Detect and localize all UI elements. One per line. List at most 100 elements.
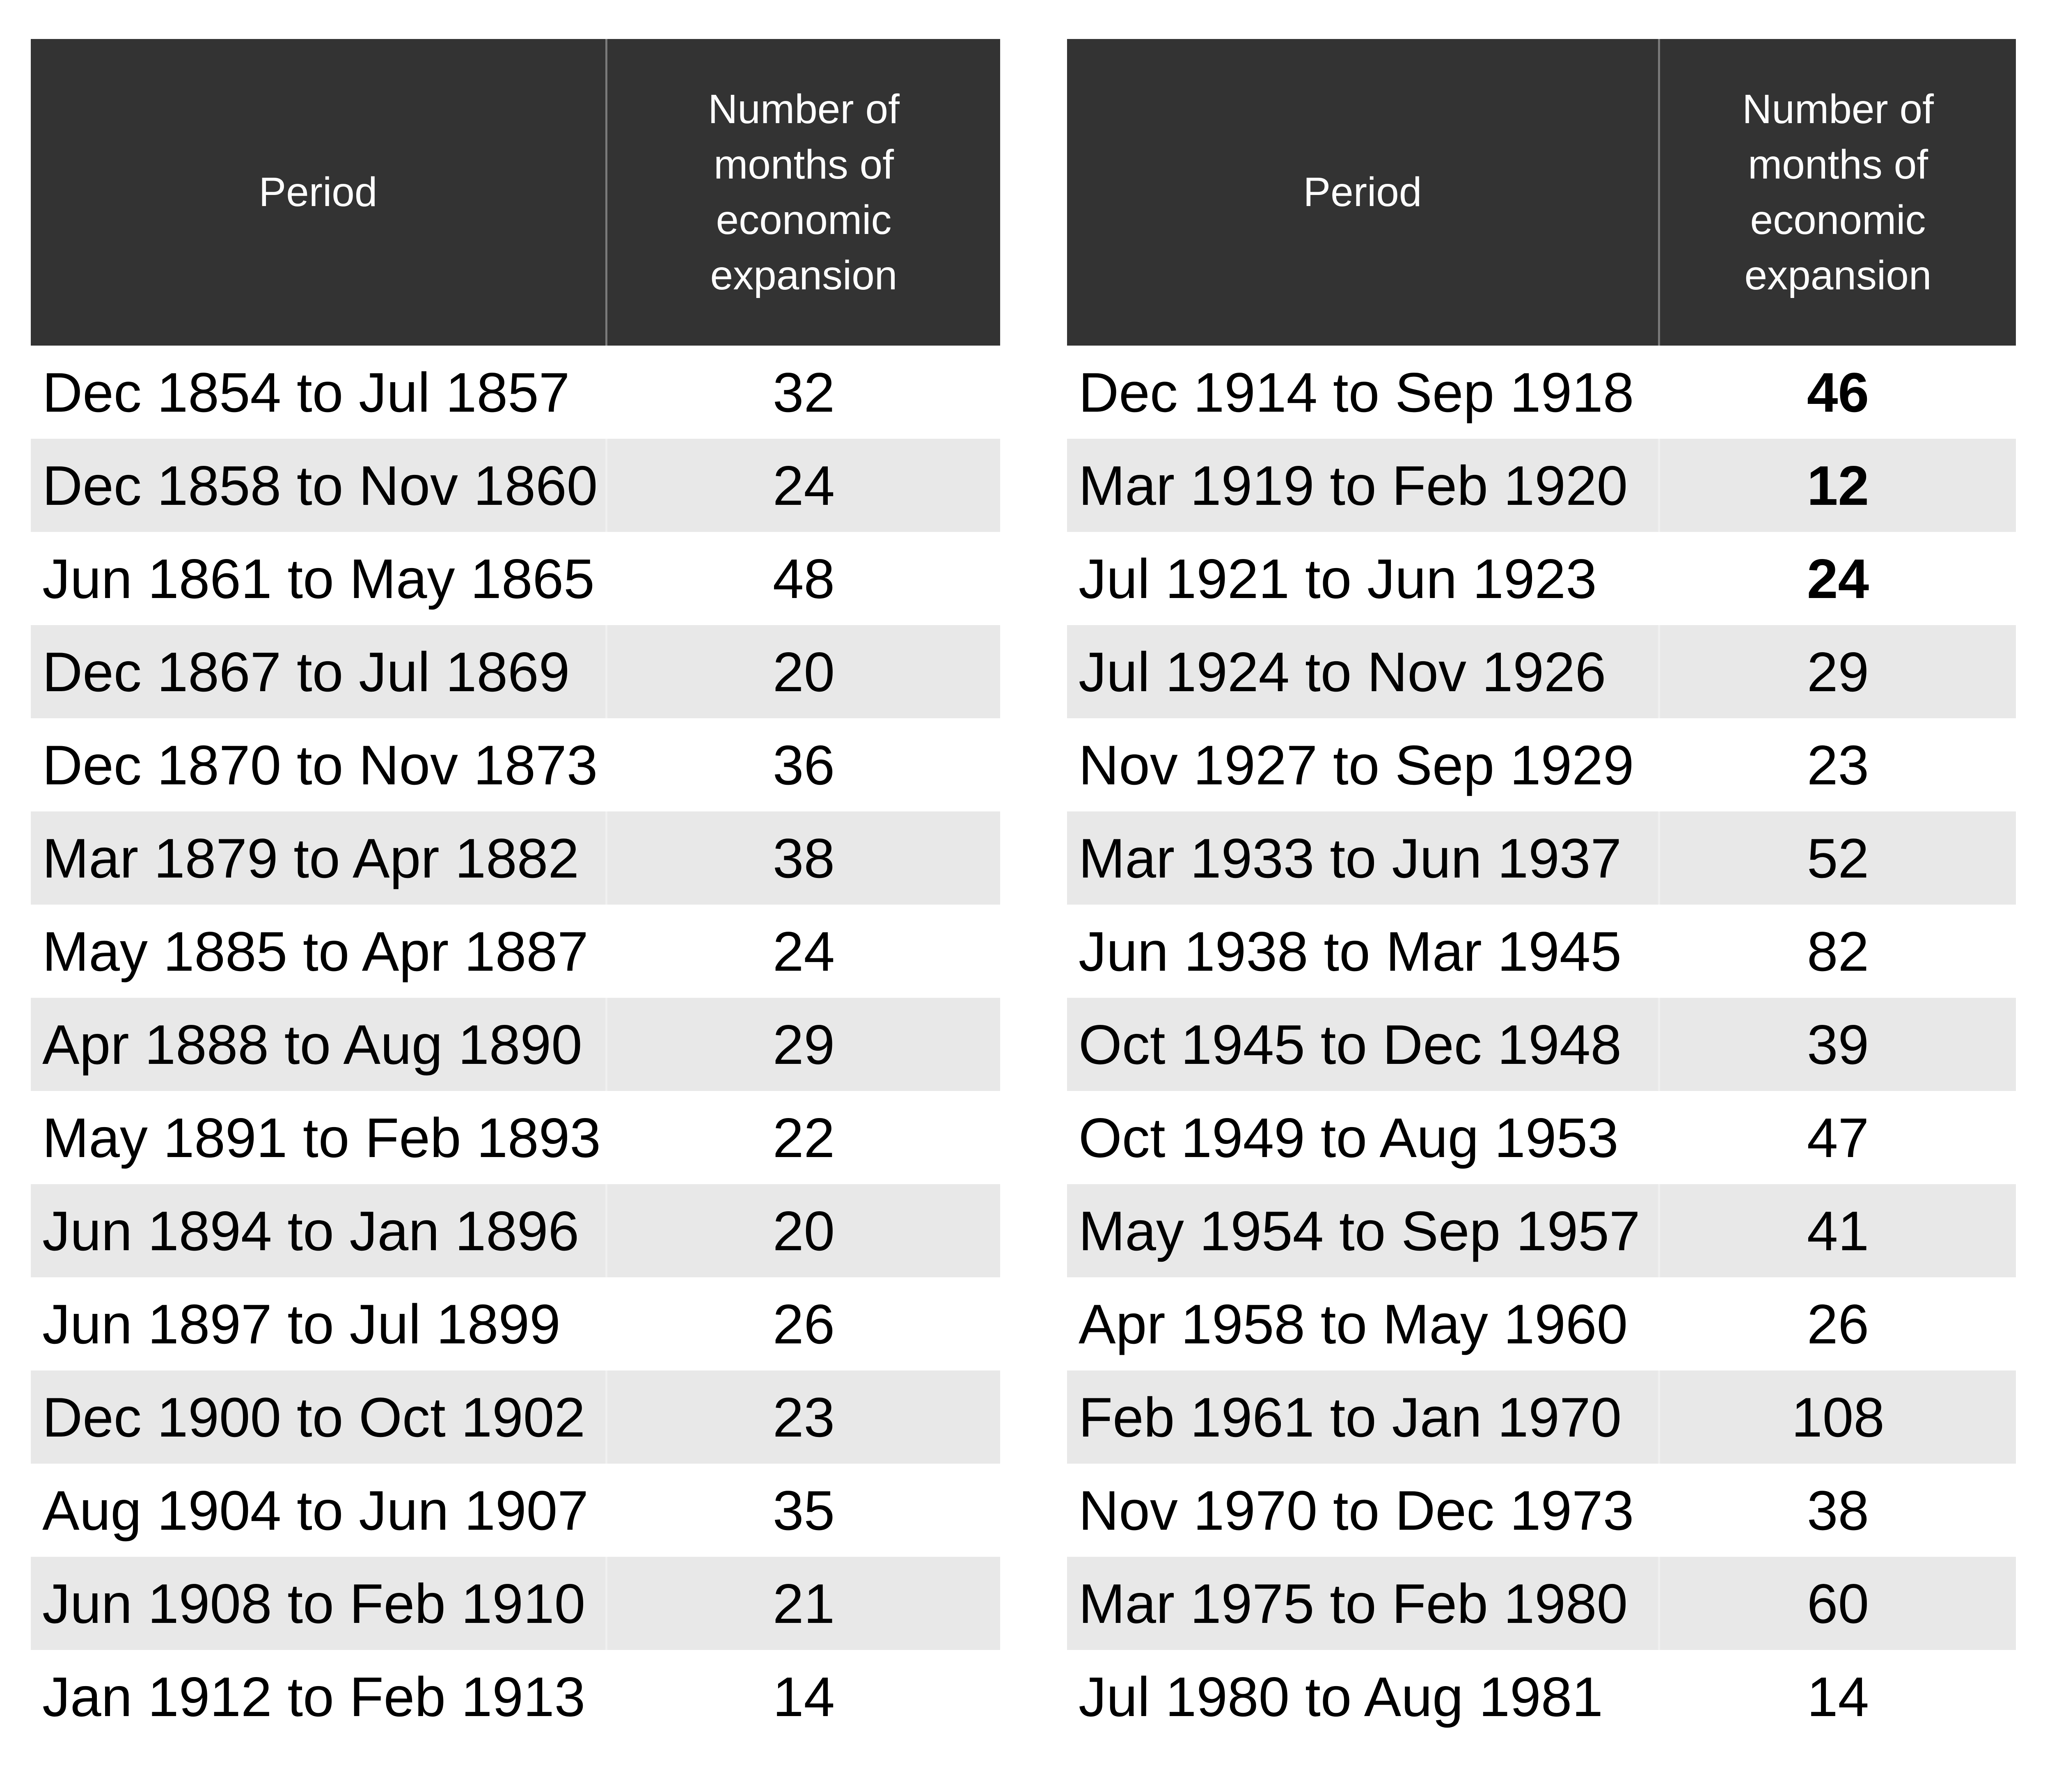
table-row: Jul 1980 to Aug 1981 14 xyxy=(1067,1650,2016,1743)
expansion-table-1914-1981: Period Number of months of economic expa… xyxy=(1067,39,2016,1743)
months-cell: 36 xyxy=(605,718,1000,811)
period-cell: Nov 1970 to Dec 1973 xyxy=(1079,1479,1634,1542)
table-row: Dec 1914 to Sep 1918 46 xyxy=(1067,346,2016,439)
period-cell: Feb 1961 to Jan 1970 xyxy=(1079,1386,1622,1448)
period-cell: Mar 1919 to Feb 1920 xyxy=(1079,454,1628,517)
period-cell: Jun 1908 to Feb 1910 xyxy=(42,1572,586,1635)
months-cell: 23 xyxy=(1658,718,2016,811)
table-row: Oct 1945 to Dec 1948 39 xyxy=(1067,998,2016,1091)
table-row: May 1954 to Sep 1957 41 xyxy=(1067,1184,2016,1277)
table-row: Jun 1908 to Feb 1910 21 xyxy=(31,1557,1000,1650)
period-cell: Jun 1894 to Jan 1896 xyxy=(42,1199,579,1262)
period-cell: Dec 1900 to Oct 1902 xyxy=(42,1386,586,1448)
months-cell: 29 xyxy=(605,998,1000,1091)
table-row: Nov 1927 to Sep 1929 23 xyxy=(1067,718,2016,811)
months-cell: 24 xyxy=(605,439,1000,532)
table-row: Dec 1870 to Nov 1873 36 xyxy=(31,718,1000,811)
table-row: Dec 1867 to Jul 1869 20 xyxy=(31,625,1000,718)
months-cell: 35 xyxy=(605,1464,1000,1557)
months-cell: 22 xyxy=(605,1091,1000,1184)
months-cell: 38 xyxy=(1658,1464,2016,1557)
period-cell: May 1891 to Feb 1893 xyxy=(42,1106,601,1169)
months-cell: 12 xyxy=(1658,439,2016,532)
table-row: Apr 1888 to Aug 1890 29 xyxy=(31,998,1000,1091)
period-cell: Mar 1879 to Apr 1882 xyxy=(42,827,579,889)
months-cell: 108 xyxy=(1658,1370,2016,1464)
months-cell: 48 xyxy=(605,532,1000,625)
table-row: Mar 1933 to Jun 1937 52 xyxy=(1067,811,2016,905)
period-cell: Oct 1945 to Dec 1948 xyxy=(1079,1013,1622,1076)
months-cell: 14 xyxy=(1658,1650,2016,1743)
period-cell: Jul 1924 to Nov 1926 xyxy=(1079,640,1606,703)
table-row: Mar 1975 to Feb 1980 60 xyxy=(1067,1557,2016,1650)
period-cell: Apr 1888 to Aug 1890 xyxy=(42,1013,582,1076)
period-cell: Oct 1949 to Aug 1953 xyxy=(1079,1106,1619,1169)
months-cell: 20 xyxy=(605,625,1000,718)
table-row: Feb 1961 to Jan 1970 108 xyxy=(1067,1370,2016,1464)
table-row: Dec 1854 to Jul 1857 32 xyxy=(31,346,1000,439)
table-row: Jan 1912 to Feb 1913 14 xyxy=(31,1650,1000,1743)
table-row: Jun 1897 to Jul 1899 26 xyxy=(31,1277,1000,1370)
months-header-label: Number of months of economic expansion xyxy=(708,86,900,298)
period-cell: Jun 1861 to May 1865 xyxy=(42,547,595,610)
months-cell: 24 xyxy=(1658,532,2016,625)
period-header-label: Period xyxy=(259,169,378,215)
period-cell: Apr 1958 to May 1960 xyxy=(1079,1292,1628,1355)
period-cell: Jan 1912 to Feb 1913 xyxy=(42,1665,586,1728)
months-cell: 52 xyxy=(1658,811,2016,905)
months-cell: 46 xyxy=(1658,346,2016,439)
months-column-header: Number of months of economic expansion xyxy=(1658,39,2016,346)
months-cell: 23 xyxy=(605,1370,1000,1464)
months-cell: 38 xyxy=(605,811,1000,905)
table-header: Period Number of months of economic expa… xyxy=(1067,39,2016,346)
months-cell: 29 xyxy=(1658,625,2016,718)
period-cell: Dec 1854 to Jul 1857 xyxy=(42,361,570,424)
table-row: Mar 1879 to Apr 1882 38 xyxy=(31,811,1000,905)
table-row: Mar 1919 to Feb 1920 12 xyxy=(1067,439,2016,532)
table-row: Jun 1861 to May 1865 48 xyxy=(31,532,1000,625)
period-cell: Dec 1858 to Nov 1860 xyxy=(42,454,598,517)
period-cell: Jun 1897 to Jul 1899 xyxy=(42,1292,561,1355)
months-cell: 39 xyxy=(1658,998,2016,1091)
table-row: Aug 1904 to Jun 1907 35 xyxy=(31,1464,1000,1557)
table-row: Jun 1938 to Mar 1945 82 xyxy=(1067,905,2016,998)
table-row: Nov 1970 to Dec 1973 38 xyxy=(1067,1464,2016,1557)
period-cell: Jun 1938 to Mar 1945 xyxy=(1079,920,1622,983)
period-cell: Dec 1870 to Nov 1873 xyxy=(42,733,598,796)
table-row: May 1891 to Feb 1893 22 xyxy=(31,1091,1000,1184)
table-row: Jul 1924 to Nov 1926 29 xyxy=(1067,625,2016,718)
table-row: Jul 1921 to Jun 1923 24 xyxy=(1067,532,2016,625)
period-cell: Mar 1975 to Feb 1980 xyxy=(1079,1572,1628,1635)
period-cell: Dec 1867 to Jul 1869 xyxy=(42,640,570,703)
table-row: Apr 1958 to May 1960 26 xyxy=(1067,1277,2016,1370)
months-cell: 60 xyxy=(1658,1557,2016,1650)
months-column-header: Number of months of economic expansion xyxy=(605,39,1000,346)
months-cell: 24 xyxy=(605,905,1000,998)
period-cell: Nov 1927 to Sep 1929 xyxy=(1079,733,1634,796)
months-cell: 26 xyxy=(1658,1277,2016,1370)
months-cell: 41 xyxy=(1658,1184,2016,1277)
table-row: Dec 1858 to Nov 1860 24 xyxy=(31,439,1000,532)
table-row: May 1885 to Apr 1887 24 xyxy=(31,905,1000,998)
period-cell: Jul 1980 to Aug 1981 xyxy=(1079,1665,1603,1728)
months-header-label: Number of months of economic expansion xyxy=(1742,86,1934,298)
period-cell: Jul 1921 to Jun 1923 xyxy=(1079,547,1597,610)
table-row: Oct 1949 to Aug 1953 47 xyxy=(1067,1091,2016,1184)
table-row: Jun 1894 to Jan 1896 20 xyxy=(31,1184,1000,1277)
months-cell: 47 xyxy=(1658,1091,2016,1184)
period-cell: Dec 1914 to Sep 1918 xyxy=(1079,361,1634,424)
months-cell: 32 xyxy=(605,346,1000,439)
table-header: Period Number of months of economic expa… xyxy=(31,39,1000,346)
months-cell: 21 xyxy=(605,1557,1000,1650)
months-cell: 26 xyxy=(605,1277,1000,1370)
period-column-header: Period xyxy=(1067,39,1658,346)
months-cell: 82 xyxy=(1658,905,2016,998)
table-row: Dec 1900 to Oct 1902 23 xyxy=(31,1370,1000,1464)
period-header-label: Period xyxy=(1303,169,1422,215)
expansion-table-1854-1913: Period Number of months of economic expa… xyxy=(31,39,1000,1743)
period-column-header: Period xyxy=(31,39,605,346)
period-cell: May 1885 to Apr 1887 xyxy=(42,920,589,983)
period-cell: Mar 1933 to Jun 1937 xyxy=(1079,827,1622,889)
months-cell: 20 xyxy=(605,1184,1000,1277)
period-cell: Aug 1904 to Jun 1907 xyxy=(42,1479,589,1542)
